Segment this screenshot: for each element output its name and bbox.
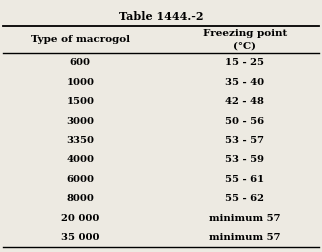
Text: Freezing point
(°C): Freezing point (°C) (203, 29, 287, 50)
Text: 55 - 62: 55 - 62 (225, 194, 264, 203)
Text: Table 1444.-2: Table 1444.-2 (119, 11, 203, 22)
Text: minimum 57: minimum 57 (209, 214, 280, 223)
Text: 600: 600 (70, 58, 91, 67)
Text: 42 - 48: 42 - 48 (225, 97, 264, 106)
Text: 20 000: 20 000 (61, 214, 99, 223)
Text: 53 - 57: 53 - 57 (225, 136, 264, 145)
Text: 6000: 6000 (66, 175, 94, 184)
Text: Type of macrogol: Type of macrogol (31, 35, 130, 44)
Text: 35 000: 35 000 (61, 233, 99, 242)
Text: 1500: 1500 (66, 97, 94, 106)
Text: 15 - 25: 15 - 25 (225, 58, 264, 67)
Text: 53 - 59: 53 - 59 (225, 155, 264, 164)
Text: minimum 57: minimum 57 (209, 233, 280, 242)
Text: 3350: 3350 (66, 136, 94, 145)
Text: 35 - 40: 35 - 40 (225, 78, 264, 87)
Text: 3000: 3000 (66, 116, 94, 125)
Text: 8000: 8000 (66, 194, 94, 203)
Text: 55 - 61: 55 - 61 (225, 175, 264, 184)
Text: 50 - 56: 50 - 56 (225, 116, 264, 125)
Text: 4000: 4000 (66, 155, 94, 164)
Text: 1000: 1000 (66, 78, 94, 87)
